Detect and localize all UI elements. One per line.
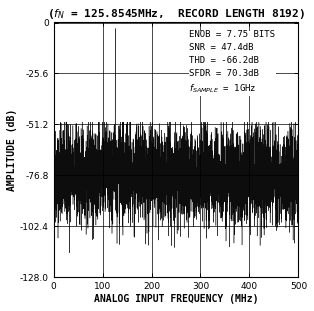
Y-axis label: AMPLITUDE (dB): AMPLITUDE (dB) — [7, 109, 17, 191]
Title: ($f_N$ = 125.8545MHz,  RECORD LENGTH 8192): ($f_N$ = 125.8545MHz, RECORD LENGTH 8192… — [47, 7, 305, 21]
Text: ENOB = 7.75 BITS
SNR = 47.4dB
THD = -66.2dB
SFDR = 70.3dB
$f_{SAMPLE}$ = 1GHz: ENOB = 7.75 BITS SNR = 47.4dB THD = -66.… — [189, 30, 275, 95]
X-axis label: ANALOG INPUT FREQUENCY (MHz): ANALOG INPUT FREQUENCY (MHz) — [94, 294, 258, 304]
